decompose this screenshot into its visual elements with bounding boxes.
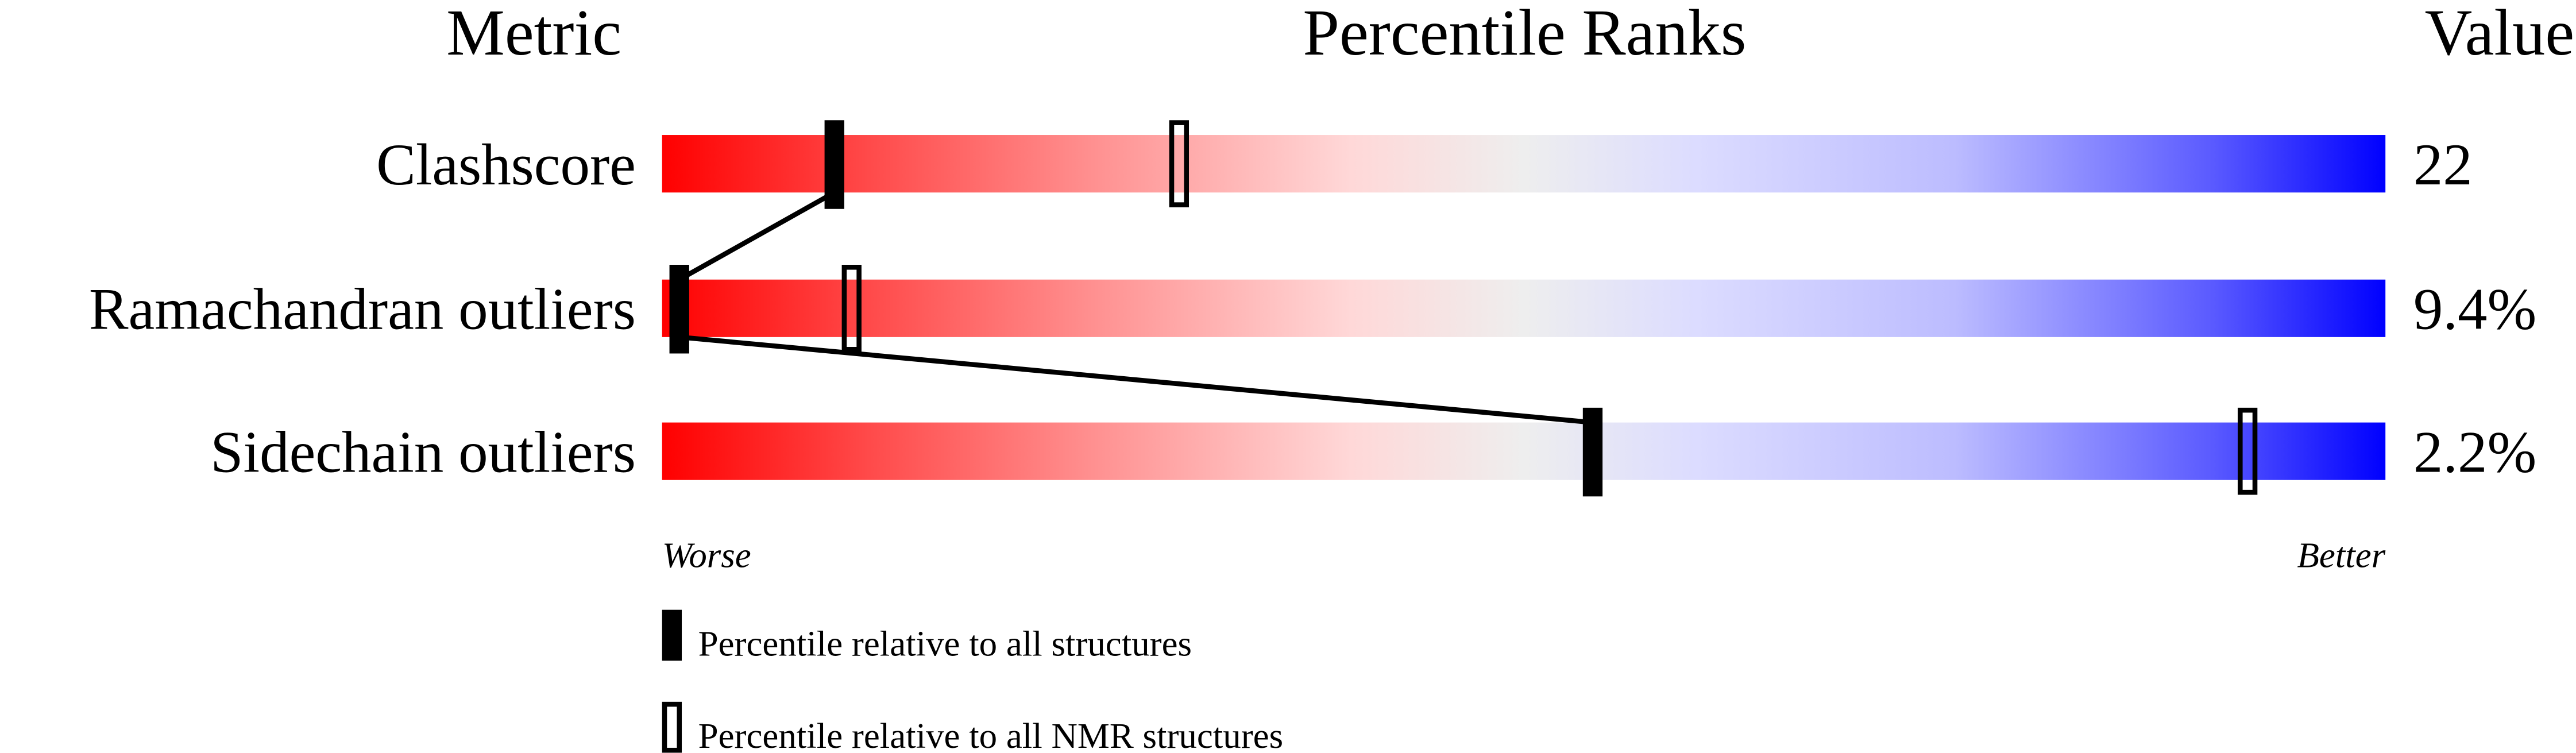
header-metric: Metric bbox=[446, 0, 621, 69]
all-percentile-marker bbox=[1582, 407, 1603, 497]
worse-label: Worse bbox=[662, 535, 751, 575]
percentile-bar bbox=[662, 135, 2386, 193]
nmr-percentile-marker bbox=[2238, 407, 2258, 495]
metric-value: 9.4% bbox=[2413, 277, 2537, 342]
metric-value: 22 bbox=[2413, 132, 2473, 198]
metric-label: Clashscore bbox=[376, 132, 636, 198]
header-percentile-ranks: Percentile Ranks bbox=[1303, 0, 1746, 69]
legend-open-marker-icon bbox=[662, 701, 682, 753]
metric-label: Ramachandran outliers bbox=[89, 277, 636, 342]
nmr-percentile-marker bbox=[1169, 120, 1189, 207]
header-value: Value bbox=[2425, 0, 2575, 69]
all-percentile-marker bbox=[824, 120, 844, 209]
metric-value: 2.2% bbox=[2413, 419, 2537, 485]
legend-label-all: Percentile relative to all structures bbox=[698, 624, 1192, 664]
percentile-bar bbox=[662, 422, 2386, 480]
legend-label-nmr: Percentile relative to all NMR structure… bbox=[698, 716, 1283, 753]
legend-filled-marker-icon bbox=[662, 609, 682, 661]
better-label: Better bbox=[2297, 535, 2385, 575]
all-percentile-marker bbox=[669, 264, 689, 354]
percentile-bar bbox=[662, 279, 2386, 337]
metric-label: Sidechain outliers bbox=[210, 419, 636, 485]
nmr-percentile-marker bbox=[841, 264, 862, 352]
connector-line bbox=[679, 334, 1593, 425]
connector-line bbox=[678, 190, 836, 282]
